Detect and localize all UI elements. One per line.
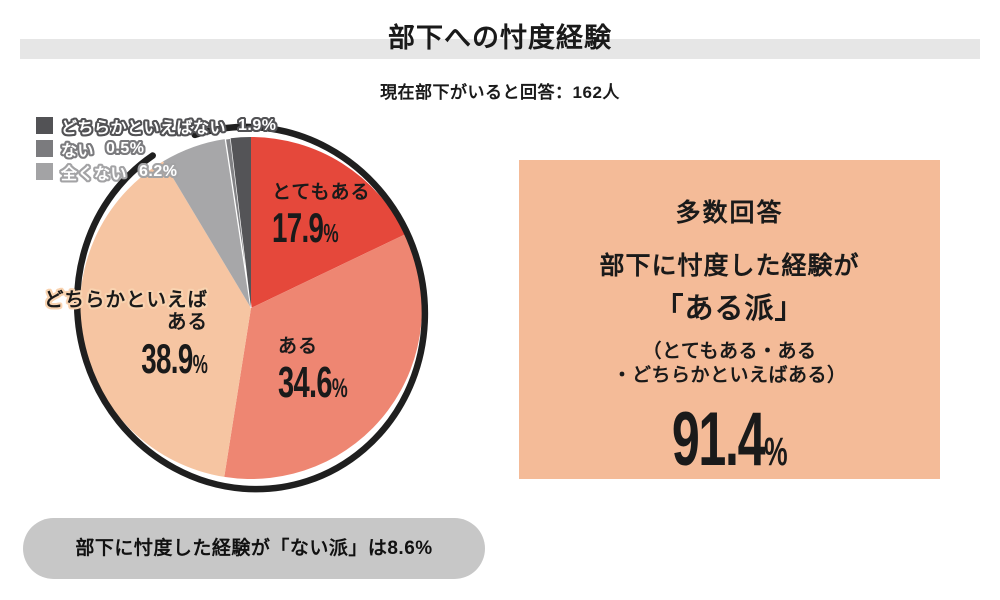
legend-label: 全くない <box>61 165 128 183</box>
slice-percent: 34.6% <box>278 357 348 407</box>
pie-legend: どちらかといえばない 1.9% ない 0.5% 全くない 6.2% <box>36 117 276 186</box>
legend-swatch <box>36 140 53 157</box>
legend-item-mattaku-nai: 全くない 6.2% <box>36 162 276 183</box>
percent-sign: % <box>331 372 348 403</box>
legend-value: 0.5% <box>106 139 145 157</box>
legend-label: どちらかといえばない <box>61 119 227 137</box>
title-band <box>20 39 980 59</box>
summary-percentage: 91.4% <box>671 397 788 482</box>
pie-slice-6 <box>230 137 251 308</box>
slice-category: とてもある <box>272 182 371 203</box>
minority-note-pill: 部下に忖度した経験が「ない派」は8.6% <box>23 518 485 579</box>
percent-sign: % <box>323 217 339 248</box>
respondent-count: 現在部下がいると回答：162人 <box>380 83 620 102</box>
pie-slice-1 <box>251 137 406 308</box>
percent-sign: % <box>192 348 208 379</box>
summary-line2: 「ある派」 <box>654 293 805 325</box>
legend-swatch <box>36 163 53 180</box>
legend-item-nai: ない 0.5% <box>36 139 276 160</box>
pie-slice-3 <box>80 161 252 477</box>
summary-box: 多数回答 部下に忖度した経験が 「ある派」 （とてもある・ある ・どちらかといえ… <box>519 160 940 479</box>
percent-sign: % <box>763 430 788 474</box>
slice-percent: 38.9% <box>141 334 208 382</box>
pie-outline-ring <box>73 123 429 493</box>
legend-swatch <box>36 117 53 134</box>
slice-category-line1: どちらかといえば <box>43 289 208 311</box>
legend-value: 1.9% <box>238 116 277 134</box>
legend-value: 6.2% <box>139 162 178 180</box>
page-title: 部下への忖度経験 <box>388 23 612 53</box>
slice-label-dochira-aru: どちらかといえば ある 38.9% <box>40 289 208 380</box>
summary-line1: 部下に忖度した経験が <box>599 252 860 280</box>
slice-category-line2: ある <box>166 311 208 334</box>
legend-label: ない <box>61 142 95 160</box>
legend-item-dochira-nai: どちらかといえばない 1.9% <box>36 116 277 137</box>
summary-heading: 多数回答 <box>675 199 784 227</box>
summary-note-line1: （とてもある・ある <box>642 341 817 362</box>
slice-label-aru: ある 34.6% <box>278 336 384 405</box>
pie-slice-2 <box>224 234 422 479</box>
summary-note-line2: ・どちらかといえばある） <box>612 365 847 386</box>
pie-slice-4 <box>163 138 251 308</box>
slice-percent: 17.9% <box>272 203 339 251</box>
slice-category: ある <box>278 336 319 357</box>
pie-slice-5 <box>224 137 252 309</box>
slice-label-totemo-aru: とてもある 17.9% <box>272 182 373 249</box>
